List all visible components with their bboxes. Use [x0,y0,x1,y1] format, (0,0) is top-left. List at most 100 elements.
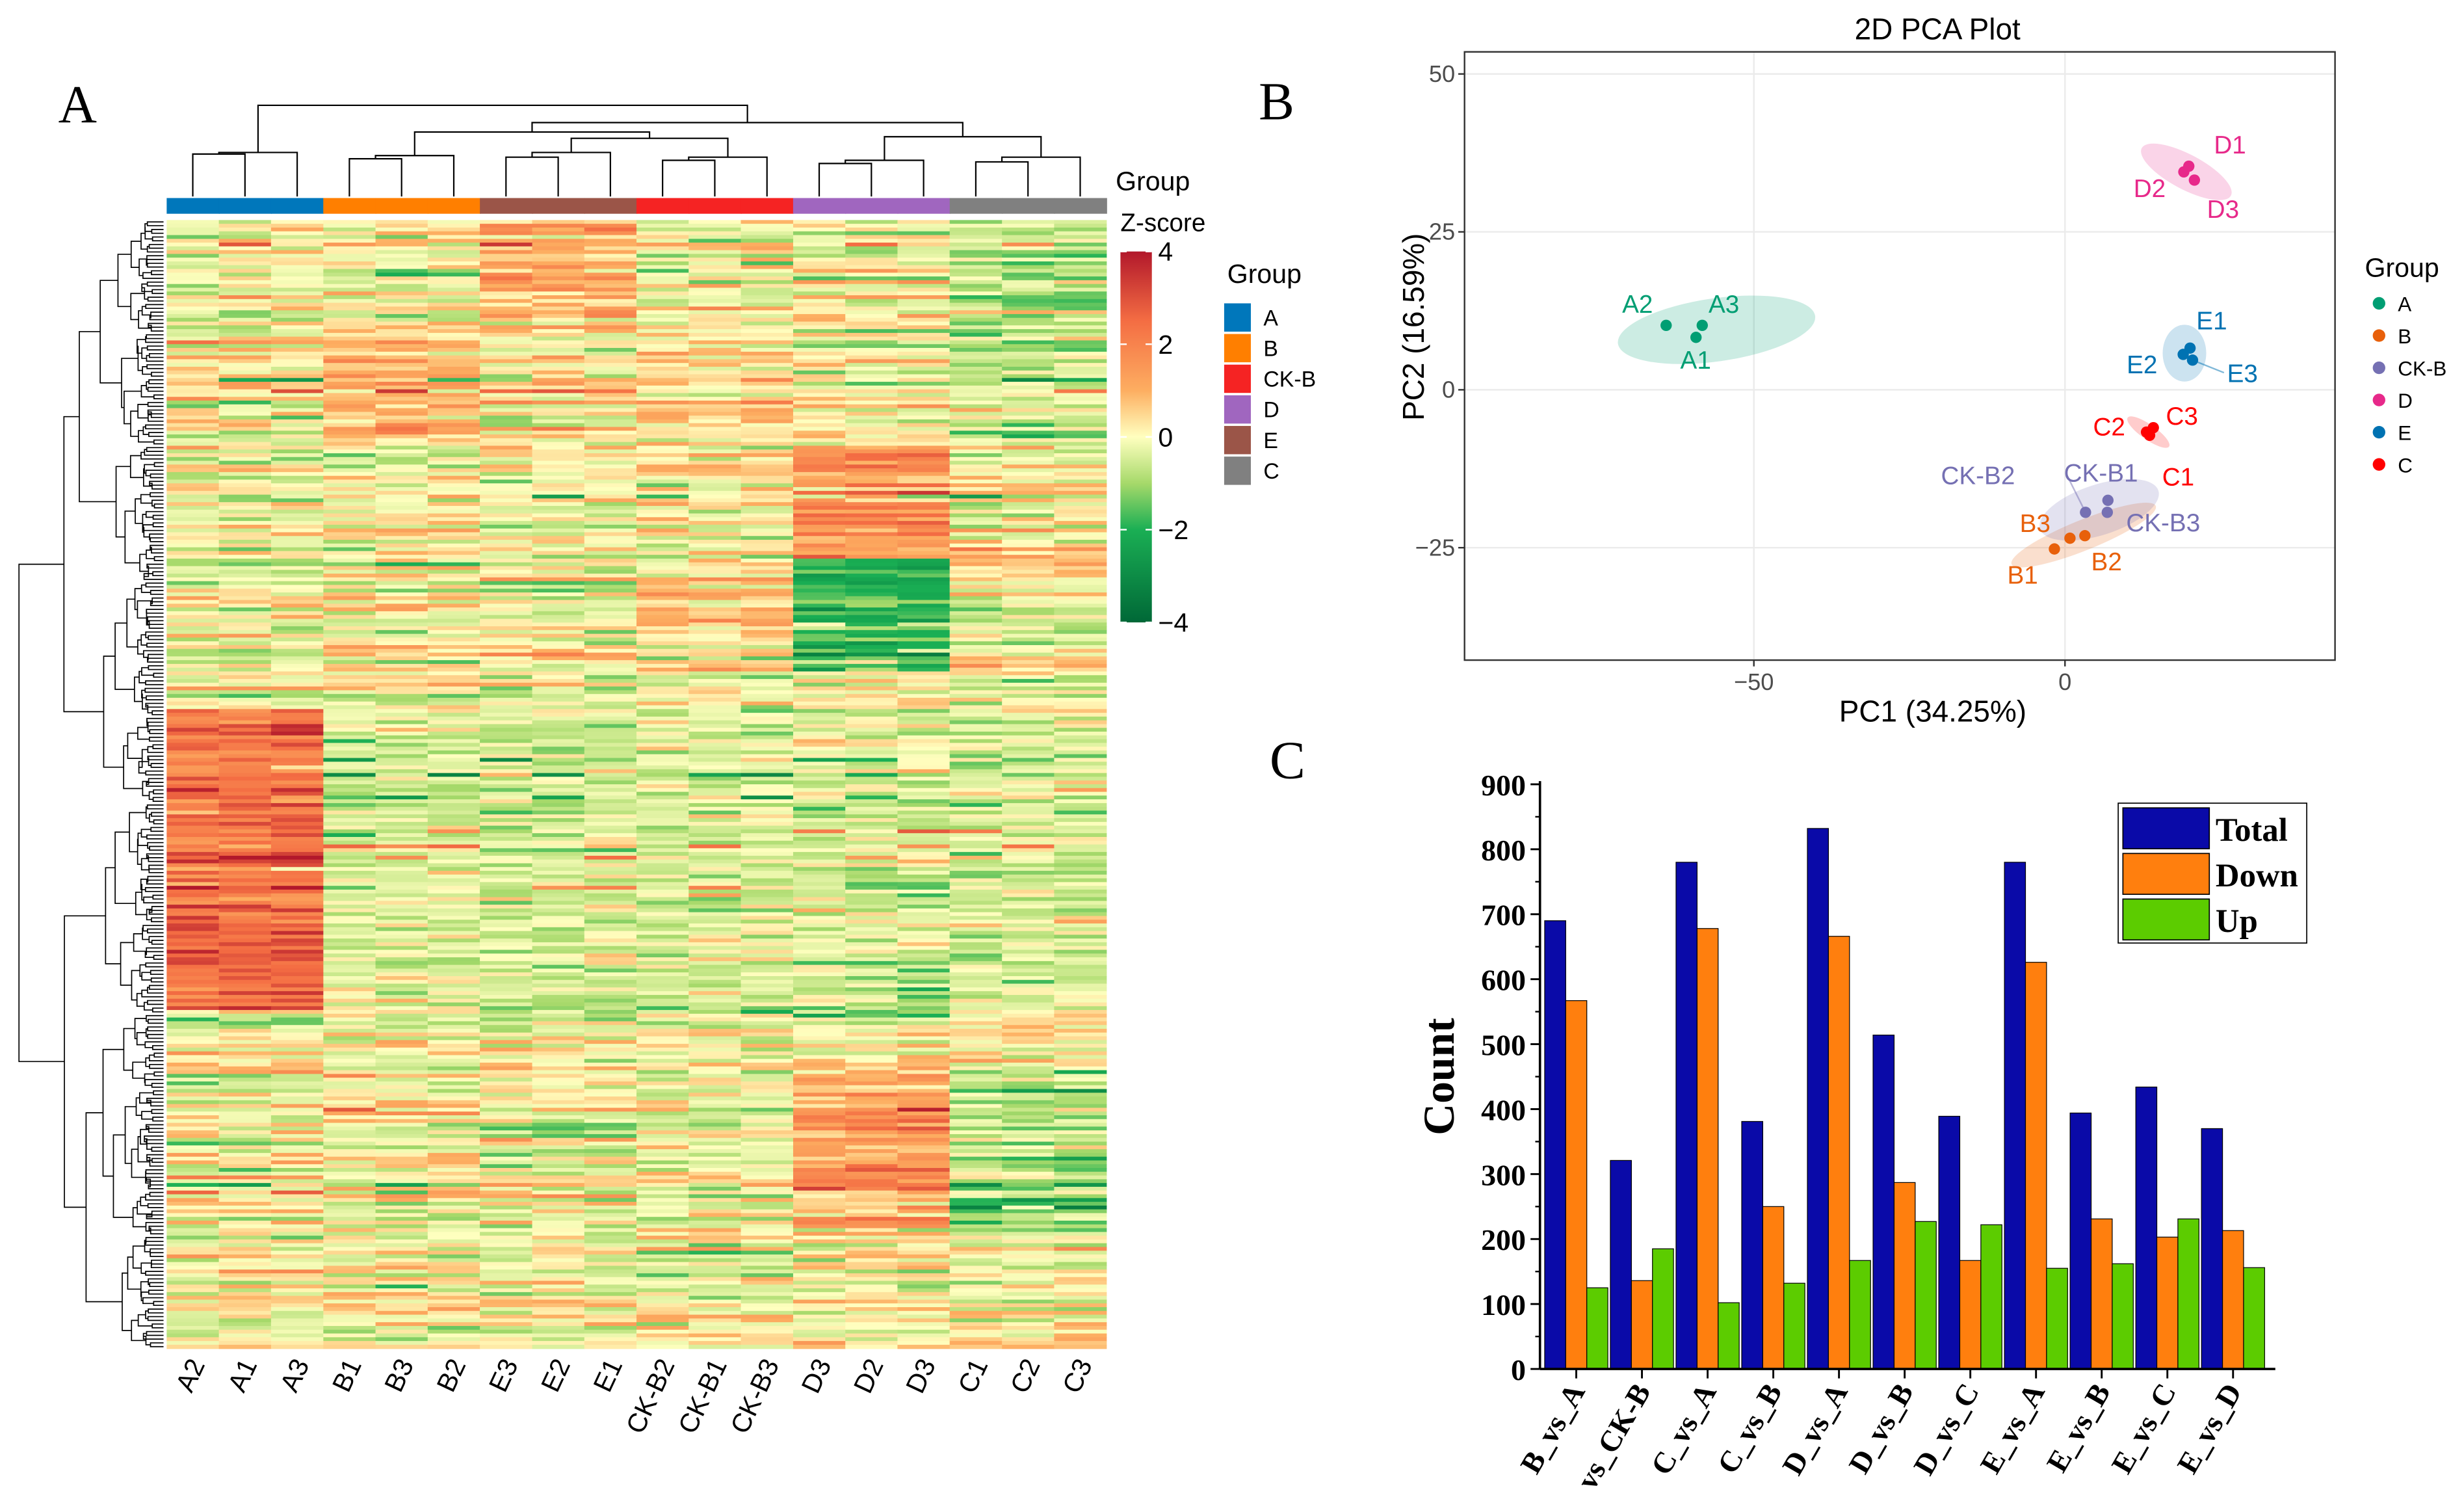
heatmap-cell [532,589,585,593]
heatmap-cell [270,389,324,394]
heatmap-cell [741,1160,794,1165]
heatmap-cell [323,660,376,665]
heatmap-cell [584,769,637,774]
heatmap-cell [793,1247,846,1251]
heatmap-cell [218,310,272,315]
heatmap-cell [218,953,272,958]
heatmap-cell [480,306,533,311]
heatmap-cell [688,1017,742,1022]
heatmap-cell [375,1171,428,1176]
heatmap-cell [741,622,794,627]
heatmap-cell [532,1078,585,1082]
heatmap-cell [427,626,480,631]
heatmap-cell [1002,776,1055,781]
heatmap-cell [218,389,272,394]
heatmap-cell [897,886,950,890]
heatmap-cell [427,1093,480,1097]
heatmap-cell [270,269,324,274]
heatmap-cell [323,321,376,326]
heatmap-cell [323,776,376,781]
heatmap-cell [636,889,689,894]
heatmap-cell [270,829,324,834]
heatmap-cell [166,765,220,770]
heatmap-cell [1054,258,1107,262]
heatmap-cell [427,276,480,281]
heatmap-cell [741,1044,794,1048]
heatmap-cell [323,667,376,672]
heatmap-cell [584,1243,637,1248]
heatmap-cell [323,987,376,992]
heatmap-cell [375,329,428,334]
dendrogram-link [257,104,748,153]
heatmap-cell [166,243,220,247]
heatmap-cell [270,1115,324,1120]
heatmap-cell [688,1168,742,1173]
heatmap-cell [1054,464,1107,469]
heatmap-cell [480,295,533,300]
heatmap-cell [1054,776,1107,781]
heatmap-cell [897,570,950,574]
heatmap-cell [636,720,689,725]
heatmap-cell [532,720,585,725]
heatmap-cell [218,1078,272,1082]
heatmap-cell [1002,555,1055,559]
heatmap-cell [1054,1081,1107,1086]
heatmap-cell [636,378,689,382]
heatmap-cell [270,758,324,763]
heatmap-cell [741,916,794,920]
heatmap-cell [897,528,950,533]
heatmap-cell [270,517,324,522]
heatmap-cell [741,1202,794,1206]
heatmap-cell [480,1063,533,1067]
heatmap-cell [688,457,742,462]
heatmap-cell [427,1179,480,1184]
heatmap-cell [741,1032,794,1037]
heatmap-cell [270,344,324,349]
heatmap-cell [375,844,428,849]
heatmap-cell [218,344,272,349]
heatmap-cell [897,1239,950,1244]
heatmap-cell [375,652,428,657]
heatmap-cell [323,788,376,793]
heatmap-cell [1002,1074,1055,1078]
heatmap-cell [480,848,533,853]
heatmap-cell [1002,543,1055,548]
heatmap-cell [427,754,480,759]
heatmap-cell [532,833,585,838]
heatmap-cell [584,284,637,289]
heatmap-cell [741,931,794,936]
heatmap-cell [793,532,846,537]
heatmap-cell [949,938,1003,943]
heatmap-cell [480,1141,533,1147]
heatmap-cell [532,528,585,533]
heatmap-cell [480,1247,533,1251]
heatmap-cell [270,1213,324,1217]
heatmap-cell [427,1081,480,1086]
heatmap-cell [323,487,376,492]
heatmap-cell [1054,912,1107,917]
heatmap-cell [218,351,272,356]
heatmap-cell [584,644,637,650]
heatmap-cell [218,382,272,386]
heatmap-cell [897,799,950,804]
heatmap-cell [480,359,533,364]
heatmap-cell [532,397,585,401]
heatmap-cell [166,622,220,627]
heatmap-cell [636,344,689,349]
heatmap-cell [532,445,585,450]
heatmap-cell [584,340,637,345]
heatmap-cell [1054,332,1107,338]
heatmap-cell [166,313,220,319]
heatmap-cell [636,905,689,909]
heatmap-cell [949,863,1003,868]
heatmap-cell [793,735,846,740]
heatmap-cell [897,743,950,747]
heatmap-cell [1054,265,1107,270]
heatmap-cell [793,697,846,702]
heatmap-cell [845,916,898,920]
heatmap-cell [897,505,950,511]
heatmap-cell [166,630,220,635]
heatmap-cell [741,935,794,939]
heatmap-cell [949,818,1003,823]
heatmap-cell [375,562,428,567]
